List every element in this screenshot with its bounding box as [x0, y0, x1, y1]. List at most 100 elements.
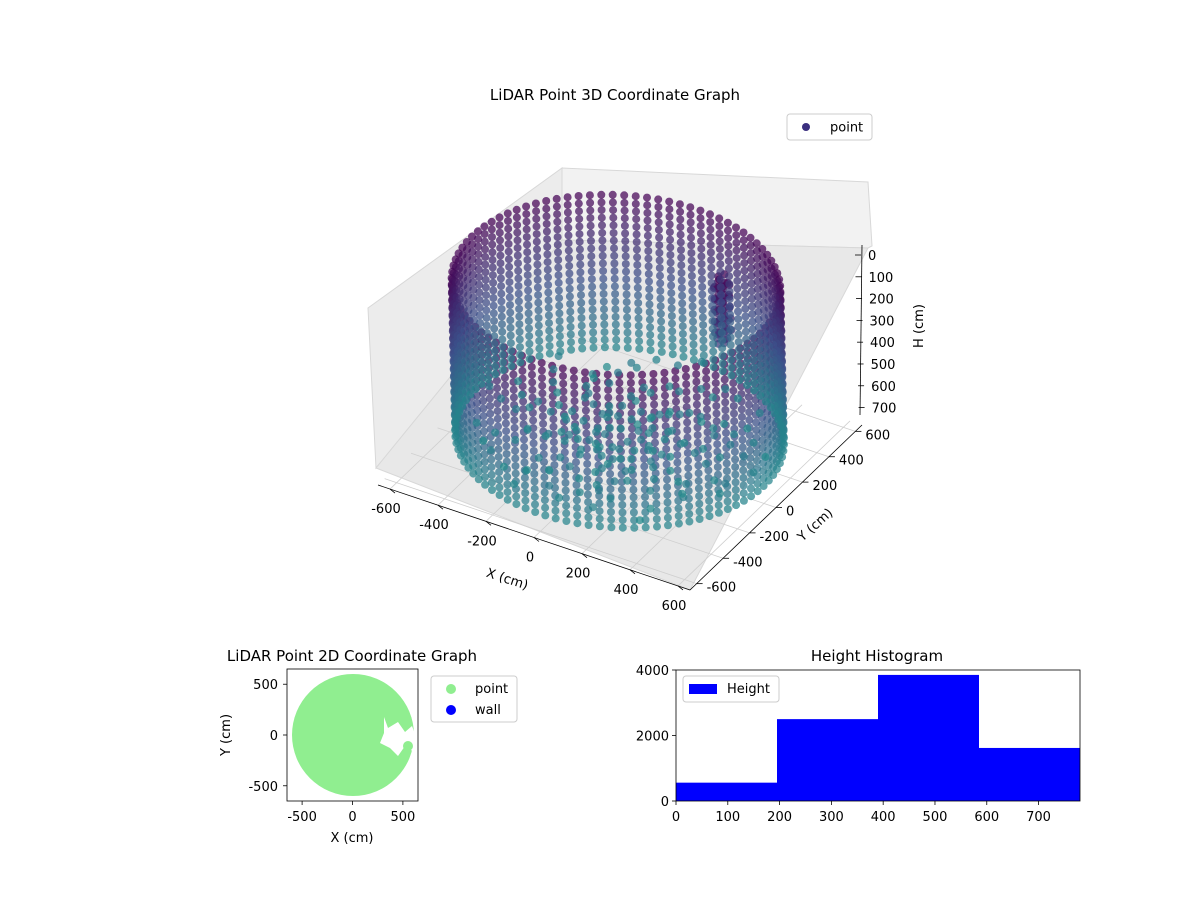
lidar-point [599, 289, 608, 298]
lidar-point [565, 462, 574, 471]
lidar-point [655, 248, 664, 257]
lidar-point [530, 492, 539, 501]
lidar-point [474, 475, 483, 484]
lidar-point [635, 344, 644, 353]
lidar-point [654, 218, 663, 227]
lidar-point [479, 412, 488, 421]
lidar-point [687, 264, 696, 273]
lidar-point [610, 477, 619, 486]
lidar-point [731, 470, 740, 479]
lidar-point [511, 454, 520, 463]
lidar-point [656, 309, 665, 318]
lidar-point [483, 336, 492, 345]
lidar-point [678, 322, 687, 331]
lidar-point [495, 491, 504, 499]
lidar-point [713, 463, 722, 471]
lidar-point [615, 386, 624, 395]
lidar-point [550, 445, 559, 454]
lidar-point [482, 298, 491, 307]
notch-cluster [403, 741, 413, 751]
lidar-point [708, 317, 717, 326]
lidar-point [549, 365, 558, 374]
lidar-point [570, 389, 579, 398]
lidar-point [707, 286, 716, 295]
lidar-point [721, 398, 730, 407]
lidar-point [554, 248, 562, 257]
lidar-point [755, 369, 764, 377]
lidar-point [652, 515, 661, 523]
lidar-point [706, 218, 715, 226]
lidar-point [534, 453, 543, 462]
lidar-point [468, 240, 477, 249]
lidar-point [652, 499, 661, 508]
lidar-point [707, 271, 716, 280]
lidar-point [503, 488, 512, 497]
lidar-point [496, 243, 505, 252]
lidar-point [504, 247, 513, 256]
lidar-point [724, 241, 733, 250]
lidar-point [664, 427, 673, 436]
lidar-point [502, 442, 511, 451]
grid-line [677, 420, 851, 587]
lidar-point [477, 379, 486, 388]
lidar-point [635, 337, 644, 346]
lidar-point [650, 431, 659, 439]
lidar-point [543, 250, 552, 259]
lidar-point [614, 368, 622, 377]
lidar-point [753, 254, 762, 263]
x-tick-label: 0 [672, 810, 680, 825]
lidar-point [589, 343, 598, 352]
lidar-point [511, 462, 520, 470]
lidar-point [609, 213, 618, 222]
lidar-point [721, 385, 730, 394]
lidar-point [749, 438, 758, 447]
lidar-point [695, 499, 704, 508]
lidar-point [678, 314, 687, 323]
lidar-point [665, 407, 674, 416]
lidar-point [533, 275, 542, 284]
lidar-point [598, 236, 607, 245]
lidar-point [667, 296, 676, 305]
lidar-point [523, 240, 531, 249]
lidar-point [663, 506, 672, 515]
lidar-point [673, 466, 682, 475]
lidar-point [542, 227, 551, 236]
lidar-point [660, 435, 669, 444]
lidar-point [679, 345, 688, 354]
lidar-point [618, 500, 627, 509]
lidar-point [655, 256, 664, 265]
lidar-point [633, 276, 642, 285]
lidar-point [611, 320, 620, 329]
lidar-point [553, 217, 562, 226]
lidar-point [458, 402, 467, 410]
lidar-point [513, 228, 522, 237]
lidar-point [629, 485, 638, 494]
lidar-point [697, 260, 706, 268]
lidar-point [632, 230, 641, 239]
lidar-point [747, 287, 756, 296]
lidar-point [468, 263, 477, 272]
lidar-point [498, 335, 507, 344]
lidar-point [741, 327, 750, 336]
lidar-point [577, 321, 586, 330]
lidar-point [600, 320, 609, 329]
lidar-point [565, 292, 574, 301]
lidar-point [575, 222, 584, 231]
lidar-point [656, 294, 665, 303]
lidar-point [591, 439, 600, 448]
lidar-point [555, 493, 564, 502]
lidar-point [634, 321, 643, 330]
lidar-point [598, 228, 607, 237]
lidar-point [734, 345, 743, 354]
lidar-point [486, 402, 495, 411]
x-tick-label: 0 [526, 551, 534, 566]
lidar-point [734, 322, 743, 331]
lidar-point [666, 251, 675, 259]
lidar-point [724, 264, 733, 273]
lidar-point [496, 266, 505, 275]
lidar-point [718, 344, 727, 353]
lidar-point [587, 244, 596, 253]
lidar-point [709, 424, 718, 433]
lidar-point [553, 233, 562, 242]
lidar-point [683, 418, 692, 427]
